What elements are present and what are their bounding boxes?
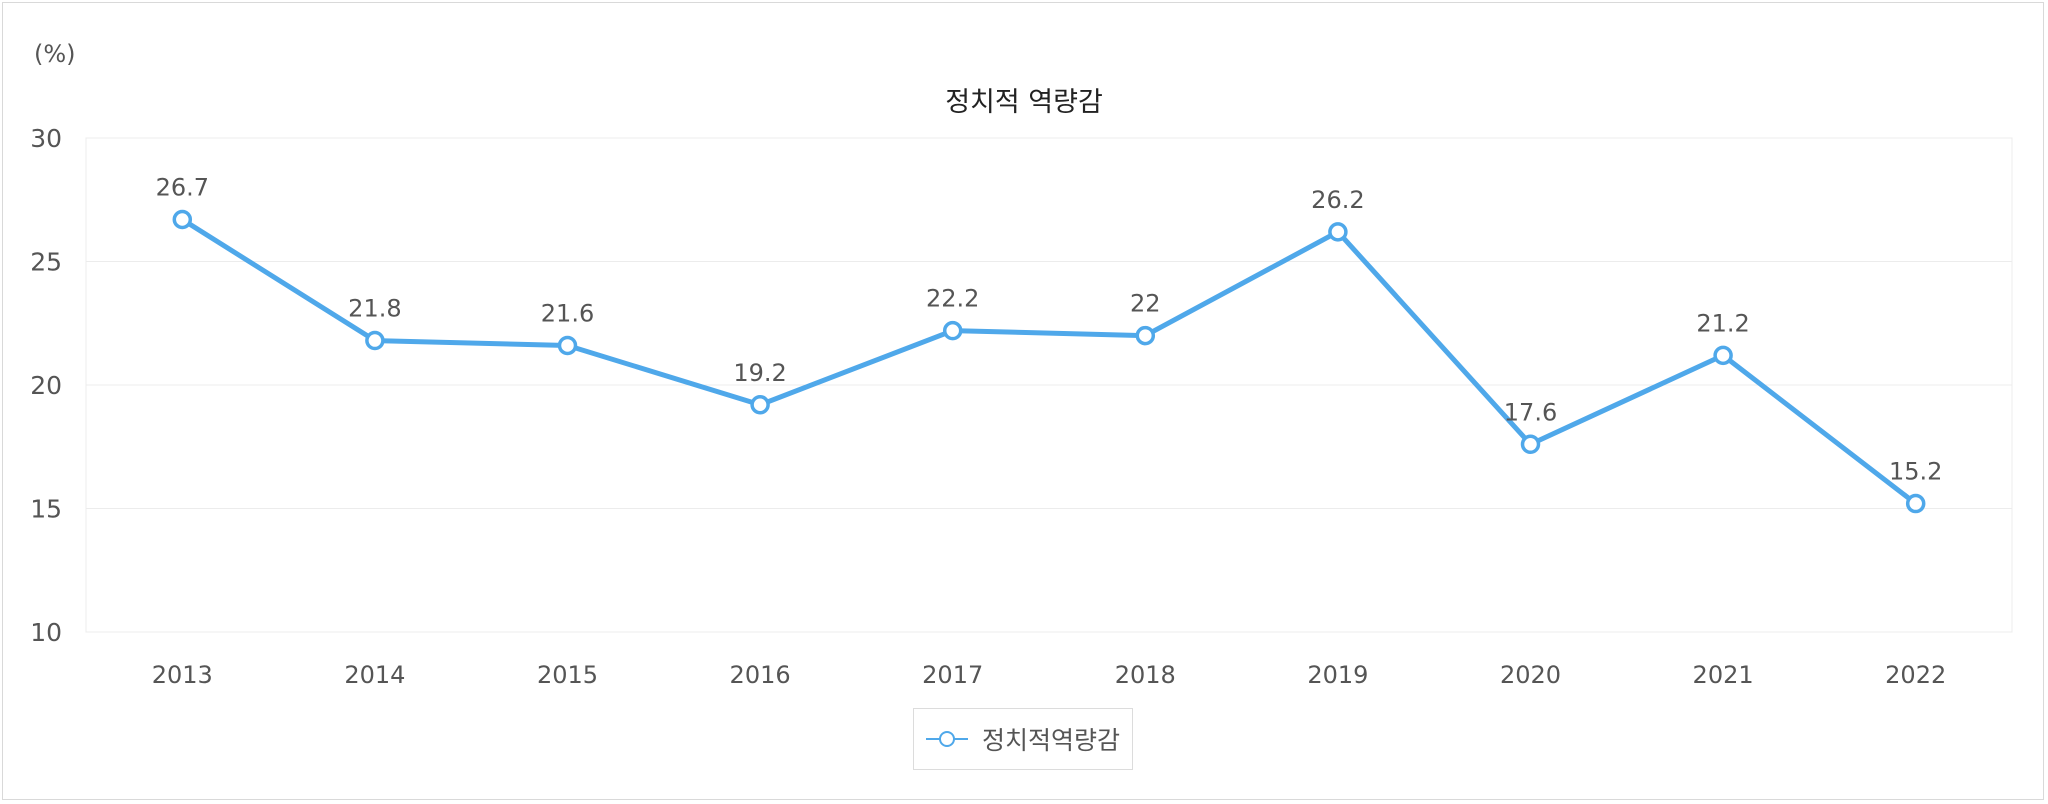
data-label: 21.2 bbox=[1696, 309, 1749, 337]
data-point[interactable] bbox=[365, 330, 385, 351]
x-tick-label: 2018 bbox=[1115, 661, 1176, 689]
series-layer bbox=[172, 209, 1926, 514]
data-label: 15.2 bbox=[1889, 458, 1942, 486]
legend-swatch-icon bbox=[926, 729, 968, 749]
legend[interactable]: 정치적역량감 bbox=[913, 708, 1133, 770]
data-label-layer: 26.7 21.8 21.6 19.2 22.2 22 26.2 17.6 21.2 15.2 bbox=[156, 174, 1943, 486]
data-point[interactable] bbox=[1905, 493, 1926, 514]
series-line bbox=[179, 217, 1919, 507]
data-point[interactable] bbox=[942, 320, 963, 341]
data-point[interactable] bbox=[557, 335, 578, 356]
data-label: 21.6 bbox=[541, 299, 594, 327]
y-tick-label: 10 bbox=[30, 618, 62, 647]
x-tick-label: 2016 bbox=[730, 661, 791, 689]
x-tick-label: 2019 bbox=[1307, 661, 1368, 689]
x-tick-label: 2021 bbox=[1693, 661, 1754, 689]
data-label: 22 bbox=[1130, 290, 1161, 318]
chart-title: 정치적 역량감 bbox=[945, 87, 1103, 118]
data-label: 21.8 bbox=[348, 295, 401, 323]
data-point[interactable] bbox=[750, 395, 770, 415]
data-point[interactable] bbox=[1135, 325, 1156, 346]
y-tick-label: 20 bbox=[30, 371, 62, 400]
grid-layer bbox=[85, 137, 2013, 633]
y-unit-label: (%) bbox=[34, 40, 76, 68]
data-point[interactable] bbox=[1520, 434, 1541, 455]
data-label: 22.2 bbox=[926, 285, 979, 313]
data-point[interactable] bbox=[172, 209, 193, 230]
x-tick-label: 2013 bbox=[152, 661, 213, 689]
y-tick-label: 25 bbox=[30, 248, 62, 277]
legend-label: 정치적역량감 bbox=[982, 726, 1121, 755]
data-label: 26.7 bbox=[156, 174, 209, 202]
x-tick-label: 2014 bbox=[344, 661, 405, 689]
x-tick-label: 2017 bbox=[922, 661, 983, 689]
axis-layer: 10 15 20 25 30 2013 2014 2015 2016 2017 2018 2019 20… bbox=[30, 124, 1946, 689]
y-tick-label: 15 bbox=[30, 495, 62, 524]
data-label: 17.6 bbox=[1504, 398, 1557, 426]
data-label: 26.2 bbox=[1311, 186, 1364, 214]
data-point[interactable] bbox=[1713, 345, 1733, 366]
x-tick-label: 2015 bbox=[537, 661, 598, 689]
y-tick-label: 30 bbox=[30, 124, 62, 153]
x-tick-label: 2020 bbox=[1500, 661, 1561, 689]
data-point[interactable] bbox=[1328, 222, 1348, 242]
data-label: 19.2 bbox=[733, 359, 786, 387]
x-tick-label: 2022 bbox=[1885, 661, 1946, 689]
